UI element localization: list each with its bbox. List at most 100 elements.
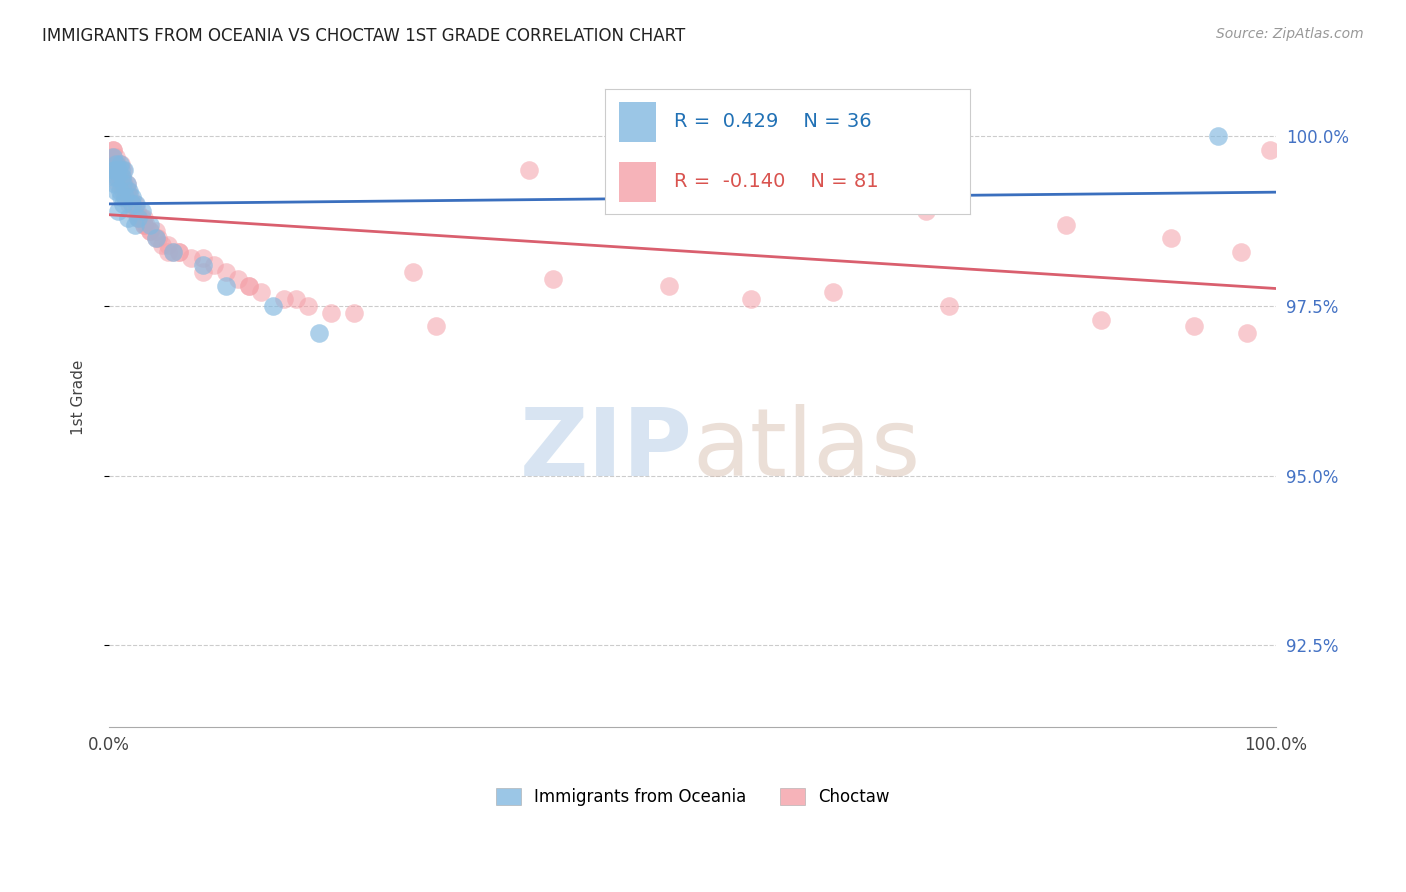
Point: [105, 170, 128, 185]
Point: [111, 170, 134, 185]
Point: [134, 218, 156, 232]
Point: [112, 197, 135, 211]
Point: [319, 306, 342, 320]
Point: [117, 184, 139, 198]
Point: [131, 211, 153, 225]
Point: [101, 143, 124, 157]
Point: [115, 177, 138, 191]
Point: [134, 211, 156, 225]
Point: [118, 197, 141, 211]
Point: [105, 170, 128, 185]
Point: [105, 150, 128, 164]
Point: [180, 252, 202, 266]
Point: [108, 184, 131, 198]
Point: [103, 156, 125, 170]
Point: [1184, 319, 1206, 334]
Bar: [619, 102, 655, 142]
Point: [110, 190, 132, 204]
Point: [121, 197, 143, 211]
Point: [112, 177, 135, 191]
Point: [145, 231, 167, 245]
Point: [107, 163, 129, 178]
Point: [262, 299, 284, 313]
Point: [134, 218, 156, 232]
Point: [107, 177, 129, 191]
Point: [112, 177, 135, 191]
Point: [121, 197, 143, 211]
Point: [1230, 244, 1253, 259]
Legend: Immigrants from Oceania, Choctaw: Immigrants from Oceania, Choctaw: [489, 781, 896, 813]
Text: R =  -0.140    N = 81: R = -0.140 N = 81: [673, 172, 879, 191]
Text: atlas: atlas: [693, 404, 921, 496]
Point: [105, 184, 128, 198]
Point: [115, 184, 138, 198]
Point: [114, 190, 136, 204]
Point: [124, 197, 146, 211]
Point: [167, 244, 190, 259]
Point: [105, 156, 128, 170]
Point: [127, 211, 149, 225]
Point: [658, 278, 681, 293]
Point: [938, 299, 960, 313]
Point: [191, 265, 214, 279]
Point: [238, 278, 260, 293]
Point: [1054, 218, 1077, 232]
Point: [517, 163, 540, 178]
Point: [167, 244, 190, 259]
Point: [103, 170, 125, 185]
Point: [122, 204, 145, 219]
Point: [112, 163, 135, 178]
Point: [108, 170, 131, 185]
Point: [107, 163, 129, 178]
Point: [145, 231, 167, 245]
Point: [226, 272, 249, 286]
Point: [156, 244, 179, 259]
Point: [139, 224, 162, 238]
Point: [107, 204, 129, 219]
Point: [775, 190, 797, 204]
Point: [124, 218, 146, 232]
Point: [1090, 312, 1112, 326]
Point: [128, 211, 150, 225]
Point: [127, 211, 149, 225]
Point: [821, 285, 844, 300]
Point: [118, 184, 141, 198]
Point: [191, 258, 214, 272]
Point: [127, 204, 149, 219]
Point: [1206, 129, 1229, 144]
Point: [114, 190, 136, 204]
Point: [202, 258, 225, 272]
Point: [162, 244, 184, 259]
Point: [101, 150, 124, 164]
Point: [103, 163, 125, 178]
Point: [273, 292, 295, 306]
Point: [191, 252, 214, 266]
Point: [343, 306, 366, 320]
Point: [308, 326, 330, 340]
Point: [1258, 143, 1281, 157]
Point: [284, 292, 307, 306]
Point: [162, 244, 184, 259]
Point: [146, 231, 169, 245]
Point: [115, 177, 138, 191]
Point: [110, 163, 132, 178]
Point: [112, 184, 135, 198]
Point: [1160, 231, 1182, 245]
Point: [541, 272, 564, 286]
Point: [103, 163, 125, 178]
Point: [139, 218, 162, 232]
Point: [100, 150, 122, 164]
Point: [150, 238, 173, 252]
Point: [112, 163, 135, 178]
Point: [104, 163, 127, 178]
Point: [104, 156, 127, 170]
Point: [215, 265, 238, 279]
Point: [121, 197, 143, 211]
Point: [105, 156, 128, 170]
Point: [915, 204, 938, 219]
Point: [250, 285, 273, 300]
Point: [104, 177, 127, 191]
Point: [110, 156, 132, 170]
Point: [110, 177, 132, 191]
Point: [634, 177, 657, 191]
